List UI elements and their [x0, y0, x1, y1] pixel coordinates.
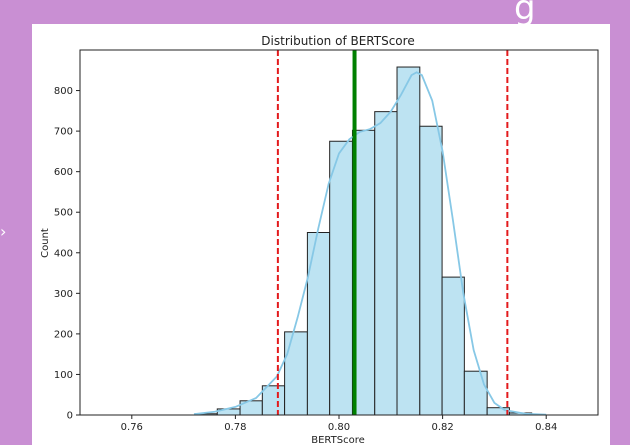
x-tick-label: 0.82 — [431, 422, 453, 433]
kde-curve — [193, 71, 547, 416]
y-tick-label: 200 — [54, 329, 73, 340]
x-tick-label: 0.84 — [535, 422, 557, 433]
x-tick-label: 0.80 — [328, 422, 350, 433]
histogram-bar-11 — [441, 276, 465, 416]
partial-g-glyph: g — [514, 0, 536, 28]
y-tick-label: 700 — [54, 127, 73, 138]
y-tick-label: 500 — [54, 208, 73, 219]
histogram-bar-9 — [396, 66, 421, 416]
histogram-bar-10 — [419, 125, 443, 416]
y-tick-label: 300 — [54, 289, 73, 300]
x-tick-label: 0.76 — [121, 422, 143, 433]
y-tick-label: 400 — [54, 248, 73, 259]
x-axis-label: BERTScore — [311, 435, 365, 445]
histogram-bar-3 — [261, 385, 286, 416]
histogram-chart: Distribution of BERTScore 0.76 0.78 0.80 0.… — [40, 34, 599, 445]
chart-title: Distribution of BERTScore — [261, 34, 414, 48]
y-tick-label: 600 — [54, 167, 73, 178]
histogram-bar-13 — [486, 407, 510, 416]
y-tick-label: 0 — [67, 411, 73, 422]
y-axis-label: Count — [40, 228, 51, 258]
histogram-bar-6 — [329, 140, 353, 416]
x-tick-label: 0.78 — [224, 422, 246, 433]
histogram-bar-4 — [284, 331, 308, 416]
y-tick-label: 100 — [54, 370, 73, 381]
chart-card: Distribution of BERTScore 0.76 0.78 0.80 0.… — [32, 24, 610, 445]
histogram-bar-12 — [463, 370, 488, 416]
histogram-bar-8 — [374, 111, 398, 416]
y-tick-label: 800 — [54, 86, 73, 97]
arrow-glyph-left: › — [0, 222, 7, 241]
